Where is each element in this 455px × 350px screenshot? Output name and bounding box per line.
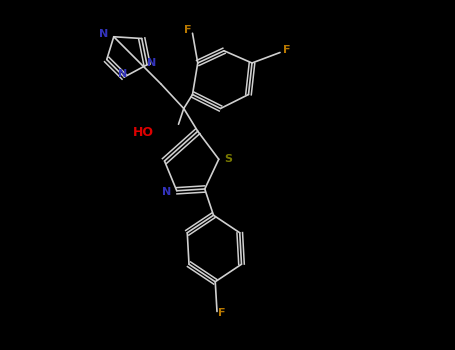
Text: F: F xyxy=(184,25,191,35)
Text: N: N xyxy=(118,69,127,79)
Text: S: S xyxy=(224,154,232,164)
Text: HO: HO xyxy=(133,126,154,139)
Text: N: N xyxy=(99,29,108,39)
Text: F: F xyxy=(283,45,291,55)
Text: N: N xyxy=(147,58,156,68)
Text: N: N xyxy=(162,187,172,197)
Text: F: F xyxy=(217,308,225,318)
